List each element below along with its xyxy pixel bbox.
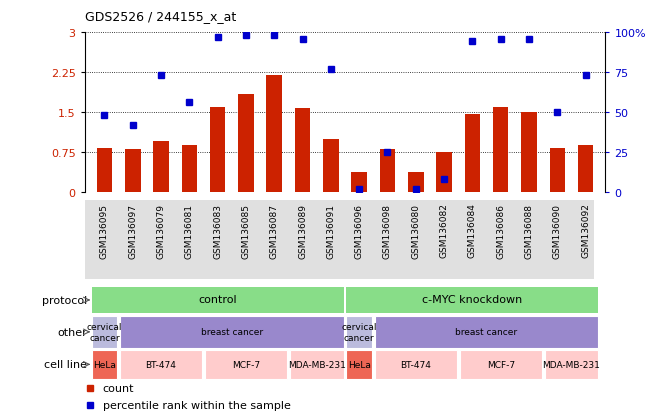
Bar [238, 95, 254, 192]
Bar [578, 146, 594, 192]
FancyBboxPatch shape [346, 350, 372, 379]
Bar [436, 152, 452, 192]
FancyBboxPatch shape [290, 350, 344, 379]
FancyBboxPatch shape [545, 350, 598, 379]
Text: cervical
cancer: cervical cancer [87, 323, 122, 342]
Text: GSM136084: GSM136084 [468, 203, 477, 258]
Text: cell line: cell line [44, 359, 87, 370]
Bar [493, 107, 508, 192]
Text: BT-474: BT-474 [400, 360, 431, 369]
Text: GSM136087: GSM136087 [270, 203, 279, 258]
Bar [153, 142, 169, 192]
FancyBboxPatch shape [85, 315, 594, 349]
Bar [323, 139, 339, 192]
Bar [549, 149, 565, 192]
Bar [210, 107, 225, 192]
Text: breast cancer: breast cancer [201, 328, 263, 337]
FancyBboxPatch shape [205, 350, 287, 379]
Text: cervical
cancer: cervical cancer [341, 323, 377, 342]
Text: GSM136082: GSM136082 [439, 203, 449, 258]
FancyBboxPatch shape [92, 287, 344, 313]
Text: HeLa: HeLa [93, 360, 116, 369]
Text: GSM136097: GSM136097 [128, 203, 137, 258]
Text: GSM136085: GSM136085 [242, 203, 251, 258]
FancyBboxPatch shape [375, 316, 598, 348]
Bar [182, 146, 197, 192]
Text: GSM136091: GSM136091 [326, 203, 335, 258]
Text: GSM136098: GSM136098 [383, 203, 392, 258]
Bar [465, 114, 480, 192]
FancyBboxPatch shape [375, 350, 457, 379]
Text: GSM136089: GSM136089 [298, 203, 307, 258]
Bar [521, 113, 537, 192]
Text: GSM136081: GSM136081 [185, 203, 194, 258]
Text: MDA-MB-231: MDA-MB-231 [288, 360, 346, 369]
Text: BT-474: BT-474 [146, 360, 176, 369]
Text: breast cancer: breast cancer [456, 328, 518, 337]
Text: MCF-7: MCF-7 [232, 360, 260, 369]
Bar [96, 149, 112, 192]
Text: other: other [57, 327, 87, 337]
Text: GSM136090: GSM136090 [553, 203, 562, 258]
Text: GSM136088: GSM136088 [525, 203, 534, 258]
Text: GSM136095: GSM136095 [100, 203, 109, 258]
FancyBboxPatch shape [92, 316, 117, 348]
Text: percentile rank within the sample: percentile rank within the sample [103, 400, 291, 410]
Text: GSM136086: GSM136086 [496, 203, 505, 258]
FancyBboxPatch shape [346, 287, 598, 313]
Bar [125, 150, 141, 192]
Text: c-MYC knockdown: c-MYC knockdown [422, 294, 523, 305]
FancyBboxPatch shape [92, 350, 117, 379]
Text: count: count [103, 383, 134, 393]
FancyBboxPatch shape [460, 350, 542, 379]
Bar [408, 172, 424, 192]
Text: HeLa: HeLa [348, 360, 370, 369]
Bar [295, 109, 311, 192]
Text: GSM136079: GSM136079 [156, 203, 165, 258]
Bar [266, 76, 282, 192]
Text: MDA-MB-231: MDA-MB-231 [542, 360, 600, 369]
Bar [352, 172, 367, 192]
Text: GDS2526 / 244155_x_at: GDS2526 / 244155_x_at [85, 10, 236, 23]
FancyBboxPatch shape [85, 285, 594, 315]
FancyBboxPatch shape [346, 316, 372, 348]
Text: protocol: protocol [42, 295, 87, 305]
Text: MCF-7: MCF-7 [487, 360, 515, 369]
Text: GSM136080: GSM136080 [411, 203, 421, 258]
Bar [380, 150, 395, 192]
FancyBboxPatch shape [85, 201, 594, 279]
FancyBboxPatch shape [120, 316, 344, 348]
FancyBboxPatch shape [120, 350, 202, 379]
Text: GSM136096: GSM136096 [355, 203, 364, 258]
FancyBboxPatch shape [85, 349, 594, 380]
Text: GSM136092: GSM136092 [581, 203, 590, 258]
Text: control: control [199, 294, 237, 305]
Text: GSM136083: GSM136083 [213, 203, 222, 258]
